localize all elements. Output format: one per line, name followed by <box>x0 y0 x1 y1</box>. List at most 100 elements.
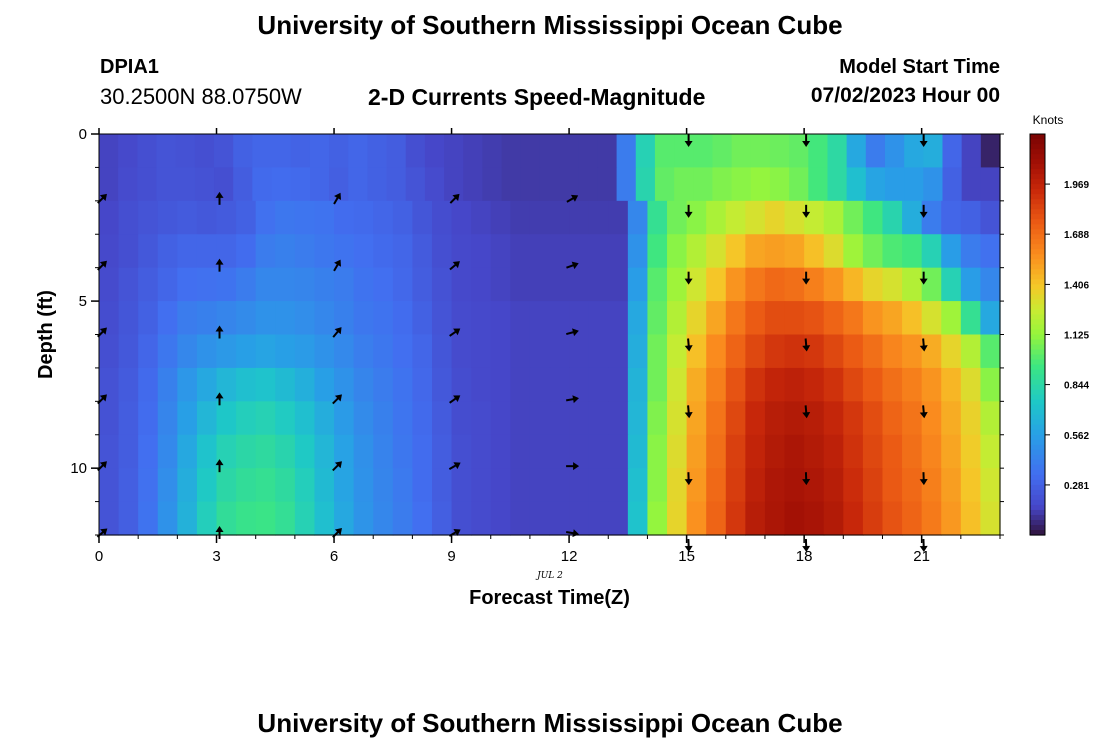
heatmap-cell <box>216 367 237 402</box>
heatmap-cell <box>882 468 903 503</box>
colorbar-swatch <box>1030 199 1045 205</box>
heatmap-cell <box>373 267 394 302</box>
heatmap-cell <box>157 200 178 235</box>
heatmap-cell <box>334 200 355 235</box>
heatmap-cell <box>960 367 982 402</box>
heatmap-cell <box>255 367 276 402</box>
heatmap-cell <box>588 434 609 469</box>
heatmap-cell <box>608 267 629 302</box>
heatmap-cell <box>980 134 1001 169</box>
heatmap-cell <box>608 434 629 469</box>
heatmap-cell <box>216 301 237 336</box>
heatmap-cell <box>196 267 218 302</box>
heatmap-cell <box>941 301 962 336</box>
heatmap-cell <box>902 501 923 536</box>
heatmap-cell <box>392 468 413 503</box>
heatmap-cell <box>405 167 426 202</box>
colorbar-swatch <box>1030 284 1045 290</box>
colorbar-swatch <box>1030 184 1045 190</box>
heatmap-cell <box>314 401 335 436</box>
heatmap-cell <box>451 468 472 503</box>
heatmap-cell <box>745 301 766 336</box>
heatmap-cell <box>529 301 551 336</box>
colorbar-swatch <box>1030 509 1045 516</box>
heatmap-cell <box>608 468 629 503</box>
heatmap-cell <box>804 468 825 503</box>
heatmap-cell <box>980 167 1001 202</box>
heatmap-cell <box>255 501 276 536</box>
heatmap-cell <box>271 167 292 202</box>
heatmap-cell <box>490 468 511 503</box>
x-tick-label: 6 <box>330 548 338 565</box>
heatmap-cell <box>902 367 923 402</box>
heatmap-cell <box>647 334 668 369</box>
heatmap-cell <box>314 334 335 369</box>
heatmap-cell <box>444 167 464 202</box>
colorbar-swatch <box>1030 454 1045 461</box>
heatmap-cell <box>367 167 388 202</box>
heatmap-cell <box>597 167 618 202</box>
colorbar-swatch <box>1030 339 1045 346</box>
current-arrow <box>802 538 811 552</box>
x-tick-label: 0 <box>95 548 103 565</box>
colorbar-swatch <box>1030 404 1045 411</box>
heatmap-cell <box>674 134 694 169</box>
heatmap-cell <box>627 267 649 302</box>
heatmap-cell <box>884 134 905 169</box>
heatmap-cell <box>471 267 492 302</box>
heatmap-cell <box>569 367 590 402</box>
heatmap-cell <box>608 367 629 402</box>
heatmap-cell <box>157 501 178 536</box>
colorbar-swatch <box>1030 489 1045 496</box>
heatmap-cell <box>412 468 433 503</box>
heatmap-cell <box>923 134 944 169</box>
heatmap-cell <box>118 267 139 302</box>
heatmap-cell <box>334 401 355 436</box>
heatmap-cell <box>431 200 453 235</box>
station-id: DPIA1 <box>100 56 159 78</box>
heatmap-cell <box>750 134 771 169</box>
heatmap-cell <box>827 167 848 202</box>
heatmap-cell <box>236 367 257 402</box>
heatmap-cell <box>608 501 629 536</box>
heatmap-cell <box>353 367 374 402</box>
current-arrow <box>684 338 693 352</box>
colorbar-tick-label: 0.844 <box>1064 381 1089 392</box>
colorbar-swatch <box>1030 414 1045 421</box>
heatmap-cell <box>353 234 374 269</box>
current-arrow <box>802 271 811 285</box>
heatmap-cell <box>412 267 433 302</box>
heatmap-cell <box>961 167 982 202</box>
heatmap-cell <box>882 367 903 402</box>
colorbar-swatch <box>1030 204 1045 210</box>
heatmap-cell <box>980 434 1001 469</box>
heatmap-cell <box>196 401 218 436</box>
heatmap-cell <box>569 301 590 336</box>
heatmap-cell <box>980 301 1001 336</box>
heatmap-cell <box>294 267 316 302</box>
heatmap-cell <box>334 334 355 369</box>
heatmap-cell <box>236 434 257 469</box>
heatmap-cell <box>314 200 335 235</box>
heatmap-cell <box>353 334 374 369</box>
heatmap-cell <box>314 234 335 269</box>
heatmap-cell <box>329 134 349 169</box>
heatmap-cell <box>862 267 884 302</box>
heatmap-cell <box>764 267 786 302</box>
heatmap-cell <box>804 267 825 302</box>
heatmap-cell <box>843 501 864 536</box>
heatmap-cell <box>271 134 292 169</box>
heatmap-cell <box>529 200 551 235</box>
heatmap-cell <box>314 468 335 503</box>
colorbar-swatch <box>1030 254 1045 260</box>
heatmap-cell <box>175 134 196 169</box>
heatmap-cell <box>233 167 253 202</box>
colorbar-swatch <box>1030 139 1045 145</box>
heatmap-cell <box>177 468 198 503</box>
heatmap-cell <box>490 334 511 369</box>
heatmap-cell <box>216 267 237 302</box>
heatmap-cell <box>764 401 786 436</box>
heatmap-cell <box>138 301 159 336</box>
heatmap-cell <box>329 167 349 202</box>
